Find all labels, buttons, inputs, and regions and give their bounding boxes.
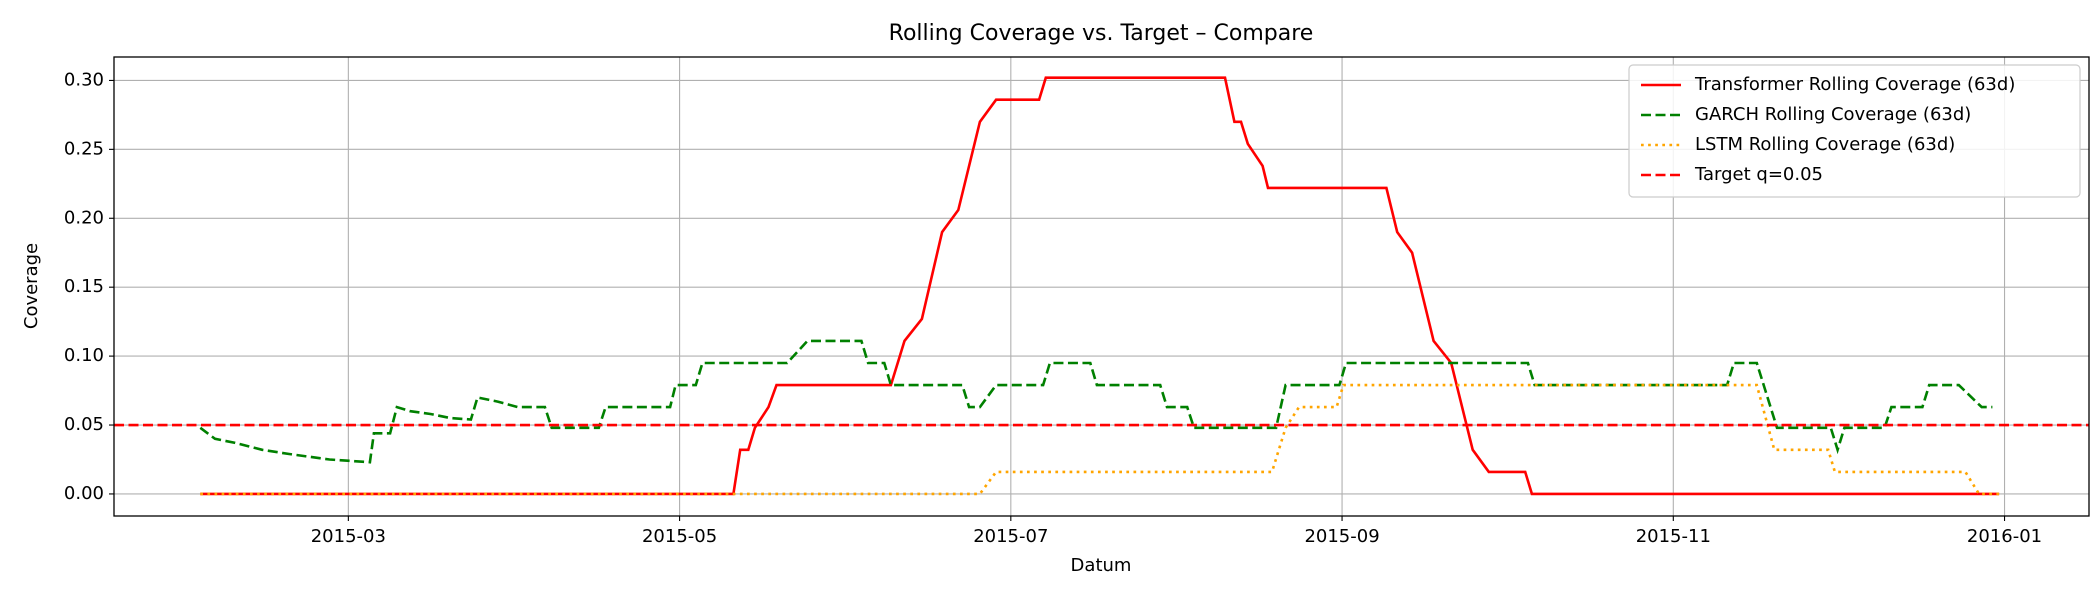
chart-title: Rolling Coverage vs. Target – Compare bbox=[889, 21, 1314, 46]
x-tick-label: 2015-05 bbox=[642, 526, 717, 547]
x-axis-label: Datum bbox=[1071, 555, 1132, 576]
x-tick-label: 2016-01 bbox=[1967, 526, 2042, 547]
x-tick-label: 2015-09 bbox=[1304, 526, 1379, 547]
plot-area bbox=[114, 76, 2089, 496]
legend-label: Transformer Rolling Coverage (63d) bbox=[1694, 74, 2015, 95]
y-tick-label: 0.00 bbox=[64, 483, 104, 504]
axes-frame bbox=[113, 56, 2090, 517]
legend-label: GARCH Rolling Coverage (63d) bbox=[1695, 104, 1971, 125]
series-line bbox=[200, 383, 2000, 496]
series-line bbox=[200, 76, 2000, 496]
grid: 2015-03 2015-05 2015-07 2015-09 2015-11 2016-… bbox=[64, 57, 2089, 547]
legend-box bbox=[1628, 64, 2081, 198]
y-axis-label: Coverage bbox=[21, 243, 42, 329]
y-tick-label: 0.20 bbox=[64, 207, 104, 228]
y-tick-label: 0.15 bbox=[64, 276, 104, 297]
x-tick-label: 2015-03 bbox=[311, 526, 386, 547]
legend-label: Target q=0.05 bbox=[1694, 164, 1823, 185]
y-tick-label: 0.30 bbox=[64, 69, 104, 90]
x-tick-label: 2015-11 bbox=[1636, 526, 1711, 547]
x-tick-label: 2015-07 bbox=[973, 526, 1048, 547]
legend-label: LSTM Rolling Coverage (63d) bbox=[1695, 134, 1955, 155]
series-line bbox=[199, 339, 1993, 464]
y-tick-label: 0.25 bbox=[64, 138, 104, 159]
legend: Transformer Rolling Coverage (63d) GARCH … bbox=[1628, 64, 2081, 198]
y-tick-label: 0.10 bbox=[64, 345, 104, 366]
y-tick-label: 0.05 bbox=[64, 414, 104, 435]
